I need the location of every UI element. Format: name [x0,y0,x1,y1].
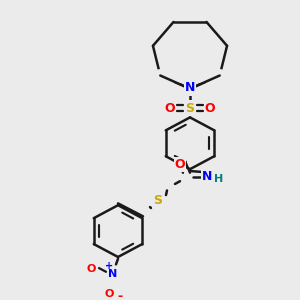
Text: +: + [105,261,113,271]
Text: O: O [104,289,114,299]
Text: H: H [214,174,224,184]
Text: O: O [86,264,96,274]
Text: O: O [165,102,175,115]
Text: O: O [175,158,185,171]
Text: N: N [185,81,195,94]
Text: S: S [185,102,194,115]
Text: -: - [117,290,123,300]
Text: O: O [205,102,215,115]
Text: S: S [154,194,163,207]
Text: N: N [108,268,118,279]
Text: N: N [202,170,212,183]
